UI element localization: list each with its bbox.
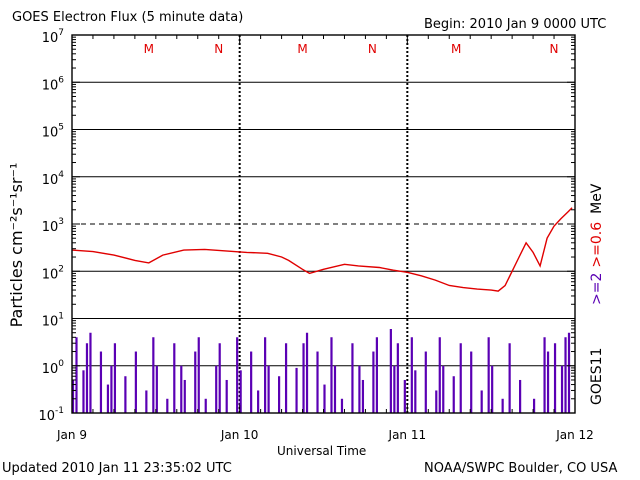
y-tick-label: 10-1 <box>38 406 64 424</box>
axis-layer <box>71 34 576 414</box>
x-tick-label: Jan 11 <box>388 428 427 442</box>
label-layer: 10-1 100 101 102 103 104 105 106 107 Jan 9 Jan 10 J… <box>7 28 605 442</box>
energy-legend: >=2>=0.6MeV <box>589 183 605 305</box>
y-tick-label: 103 <box>42 217 64 235</box>
begin-time-label: Begin: 2010 Jan 9 0000 UTC <box>424 17 607 32</box>
y-tick-label: 102 <box>42 264 64 282</box>
chart-title: GOES Electron Flux (5 minute data) <box>12 10 244 25</box>
satellite-label: GOES11 <box>589 348 605 405</box>
y-tick-label: 104 <box>42 170 65 188</box>
y-tick-label: 101 <box>42 312 64 330</box>
noon-marker: N <box>214 42 223 56</box>
y-tick-label: 106 <box>42 75 65 93</box>
x-tick-label: Jan 10 <box>220 428 259 442</box>
noon-marker: N <box>550 42 559 56</box>
credit-label: NOAA/SWPC Boulder, CO USA <box>424 461 618 476</box>
midnight-marker: M <box>451 42 461 56</box>
grid-layer <box>72 35 575 413</box>
x-tick-label: Jan 9 <box>56 428 87 442</box>
series-layer <box>71 207 573 413</box>
red-series-line <box>71 207 573 292</box>
midnight-marker: M <box>144 42 154 56</box>
x-tick-label: Jan 12 <box>555 428 594 442</box>
updated-timestamp: Updated 2010 Jan 11 23:35:02 UTC <box>2 461 232 476</box>
x-axis-label: Universal Time <box>277 444 367 458</box>
noon-marker: N <box>368 42 377 56</box>
y-axis-label: Particles cm⁻²s⁻¹sr⁻¹ <box>7 163 26 328</box>
midnight-marker: M <box>297 42 307 56</box>
y-tick-label: 105 <box>42 123 64 141</box>
y-tick-label: 107 <box>42 28 64 46</box>
y-tick-label: 100 <box>42 359 65 377</box>
